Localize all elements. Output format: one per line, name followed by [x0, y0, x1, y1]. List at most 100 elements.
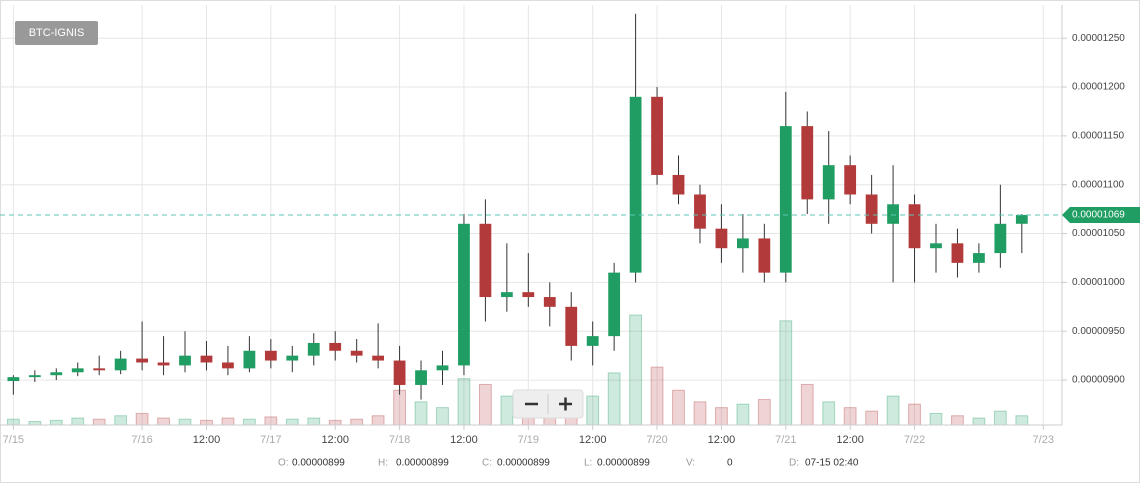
- info-value: 0.00000899: [396, 458, 449, 469]
- candle-body: [629, 96, 642, 273]
- x-tick-label: 7/19: [518, 434, 539, 446]
- volume-bar: [6, 418, 20, 426]
- y-tick-label: 0.00001250: [1072, 33, 1125, 44]
- candle-body: [243, 350, 256, 369]
- volume-bar: [715, 407, 728, 426]
- candle-body: [1015, 215, 1028, 224]
- badge: BTC-IGNIS: [29, 27, 85, 39]
- candle-body: [672, 174, 685, 195]
- y-tick-label: 0.00001050: [1072, 228, 1125, 239]
- volume-bar: [993, 410, 1007, 426]
- candle-body: [736, 238, 749, 249]
- y-tick-label: 0.00001200: [1072, 82, 1125, 93]
- x-tick-label: 12:00: [708, 434, 736, 446]
- candle-body: [586, 336, 599, 346]
- candle-body: [286, 355, 299, 361]
- info-value: 0.00000899: [597, 458, 650, 469]
- candle-body: [908, 204, 921, 249]
- info-value: 07-15 02:40: [805, 458, 859, 469]
- x-tick-label: 7/15: [3, 434, 24, 446]
- candle-body: [565, 306, 578, 346]
- candle-body: [801, 126, 814, 200]
- volume-bar: [951, 415, 964, 426]
- candle-body: [608, 272, 621, 337]
- volume-bar: [264, 416, 278, 426]
- candle-body: [758, 238, 771, 273]
- candle-body: [779, 126, 792, 273]
- y-tick-label: 0.00001100: [1072, 179, 1125, 190]
- volume-bar: [28, 421, 42, 426]
- volume-bar: [929, 412, 943, 426]
- candle-body: [372, 355, 385, 361]
- candle-body: [479, 223, 492, 298]
- volume-bar: [49, 419, 63, 426]
- volume-bar: [285, 418, 299, 426]
- volume-bar: [736, 403, 750, 426]
- volume-bar: [886, 395, 900, 426]
- volume-layer: [6, 314, 1029, 426]
- info-label: H:: [378, 458, 388, 469]
- candle-body: [415, 370, 427, 385]
- info-label: C:: [482, 458, 492, 469]
- volume-bar: [436, 407, 449, 426]
- volume-bar: [779, 320, 793, 426]
- candle-body: [436, 365, 449, 371]
- candle-body: [994, 223, 1007, 254]
- volume-bar: [178, 418, 192, 426]
- volume-bar: [693, 401, 707, 426]
- candle-body: [71, 368, 84, 373]
- volume-bar: [328, 419, 342, 426]
- candle-body: [179, 355, 191, 366]
- candle-body: [822, 165, 835, 200]
- candle-body: [500, 292, 513, 298]
- y-tick-label: 0.00001000: [1072, 277, 1125, 288]
- volume-bar: [500, 395, 514, 426]
- y-tick-label: 0.00001150: [1072, 131, 1125, 142]
- volume-bar: [200, 419, 213, 426]
- info-label: O:: [278, 458, 289, 469]
- x-tick-label: 7/21: [775, 434, 796, 446]
- x-tick-label: 7/23: [1033, 434, 1054, 446]
- volume-bar: [757, 399, 771, 426]
- candle-body: [393, 360, 406, 385]
- candle-body: [522, 292, 535, 298]
- labels: 0.00000900 0.00000950 0.00001000 0.00001050…: [3, 33, 1140, 469]
- candle-body: [865, 194, 878, 224]
- volume-bar: [865, 410, 879, 426]
- volume-bar: [800, 383, 814, 426]
- candle-body: [543, 297, 556, 307]
- candle-body: [715, 228, 728, 249]
- candle-body: [222, 362, 234, 369]
- volume-bar: [350, 418, 364, 426]
- info-label: D:: [789, 458, 799, 469]
- candle-body: [136, 358, 149, 363]
- x-tick-label: 12:00: [321, 434, 349, 446]
- candle-body: [264, 350, 277, 361]
- candle-body: [694, 194, 706, 229]
- info-value: 0.00000899: [497, 458, 550, 469]
- candle-body: [844, 165, 857, 195]
- x-tick-label: 12:00: [450, 434, 478, 446]
- x-tick-label: 7/16: [131, 434, 152, 446]
- candle-body: [329, 342, 342, 351]
- volume-bar: [479, 383, 492, 426]
- x-tick-label: 7/22: [904, 434, 925, 446]
- volume-bar: [307, 417, 321, 426]
- candle-body: [973, 253, 985, 263]
- candle-body: [7, 377, 20, 382]
- volume-bar: [822, 401, 836, 426]
- zoom-controls: [512, 389, 584, 419]
- volume-bar: [393, 389, 406, 426]
- volume-bar: [92, 418, 106, 426]
- last-price-tag: [1062, 207, 1140, 223]
- candle-body: [93, 368, 106, 371]
- volume-bar: [972, 417, 986, 426]
- volume-bar: [157, 417, 170, 426]
- info-value: 0.00000899: [292, 458, 345, 469]
- candle-body: [200, 355, 213, 363]
- volume-bar: [114, 415, 128, 426]
- volume-bar: [1015, 415, 1029, 426]
- x-tick-label: 7/20: [646, 434, 667, 446]
- x-tick-label: 12:00: [579, 434, 607, 446]
